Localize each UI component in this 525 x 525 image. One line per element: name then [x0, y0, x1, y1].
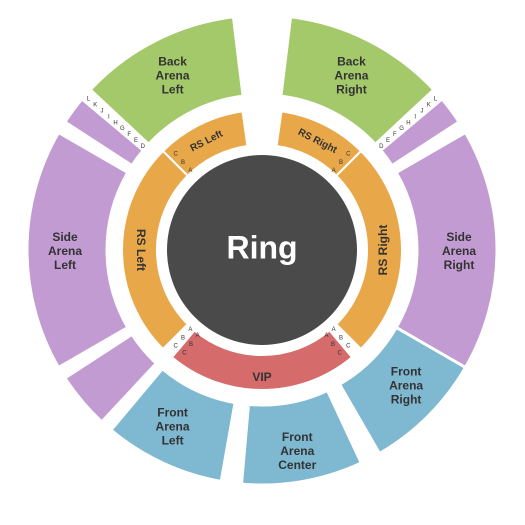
- row-marker: B: [189, 342, 193, 348]
- row-marker: H: [406, 120, 410, 126]
- label-rs-left: RS Left: [134, 229, 148, 271]
- row-marker: G: [399, 126, 404, 132]
- row-marker: A: [188, 168, 192, 174]
- label-back-arena-right: BackArenaRight: [334, 55, 368, 97]
- label-rs-right: RS Right: [376, 225, 390, 276]
- row-marker: A: [332, 168, 336, 174]
- row-marker: C: [182, 351, 187, 357]
- label-side-arena-right: SideArenaRight: [442, 230, 476, 272]
- row-marker: B: [331, 342, 335, 348]
- row-marker: B: [339, 335, 343, 341]
- row-marker: A: [332, 327, 336, 333]
- row-marker: J: [420, 108, 423, 114]
- row-marker: C: [174, 343, 179, 349]
- row-marker: B: [339, 160, 343, 166]
- row-marker: K: [427, 103, 431, 109]
- label-vip: VIP: [252, 370, 271, 384]
- row-marker: B: [181, 335, 185, 341]
- row-marker: E: [386, 138, 390, 144]
- row-marker: C: [346, 152, 351, 158]
- seating-chart: RingRS LeftRS RightRS LeftRS RightVIPBac…: [0, 0, 525, 525]
- row-marker: J: [101, 108, 104, 114]
- row-marker: C: [346, 343, 351, 349]
- row-marker: I: [108, 114, 110, 120]
- label-front-arena-right: FrontArenaRight: [389, 365, 423, 407]
- row-marker: D: [379, 144, 384, 150]
- row-marker: H: [113, 120, 117, 126]
- row-marker: D: [141, 144, 146, 150]
- row-marker: E: [134, 138, 138, 144]
- row-marker: L: [87, 97, 91, 103]
- row-marker: A: [196, 333, 200, 339]
- row-marker: B: [181, 160, 185, 166]
- row-marker: C: [174, 152, 179, 158]
- row-marker: G: [120, 126, 125, 132]
- row-marker: K: [93, 103, 97, 109]
- label-front-arena-center: FrontArenaCenter: [278, 430, 316, 472]
- row-marker: F: [393, 132, 397, 138]
- row-marker: A: [188, 327, 192, 333]
- row-marker: A: [324, 333, 328, 339]
- ring-label: Ring: [226, 229, 297, 265]
- row-marker: F: [127, 132, 131, 138]
- row-marker: C: [337, 351, 342, 357]
